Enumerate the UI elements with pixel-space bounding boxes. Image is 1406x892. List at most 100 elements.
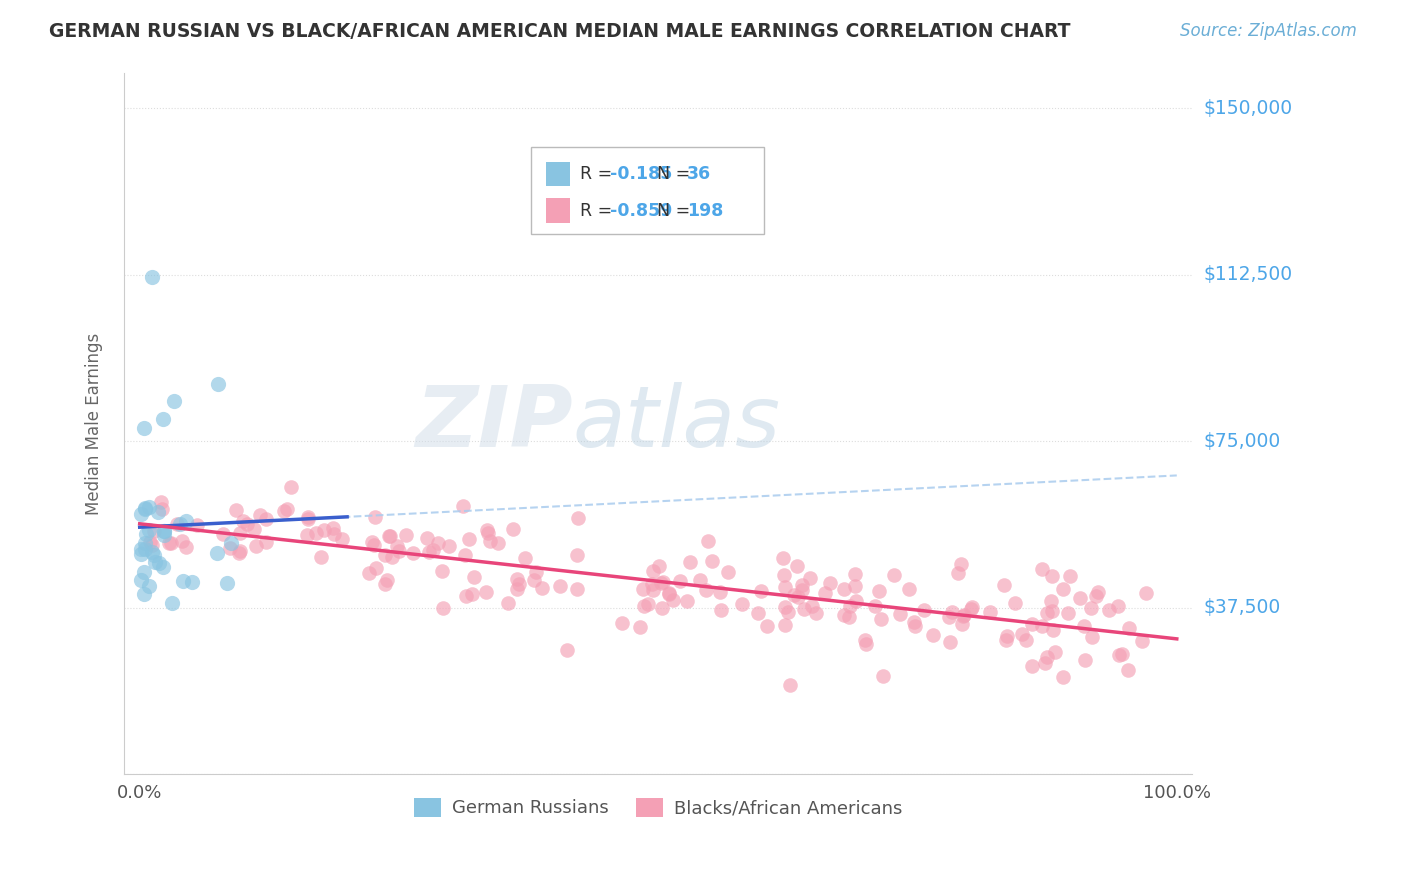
Point bbox=[804, 606, 827, 620]
FancyBboxPatch shape bbox=[531, 147, 763, 234]
Point bbox=[245, 540, 267, 554]
Point bbox=[330, 532, 353, 546]
Point bbox=[502, 522, 524, 536]
Point bbox=[1057, 607, 1080, 621]
Text: -0.859: -0.859 bbox=[610, 202, 672, 219]
Point bbox=[207, 376, 229, 391]
Point bbox=[1040, 604, 1063, 618]
Text: $75,000: $75,000 bbox=[1204, 432, 1281, 450]
Point bbox=[567, 511, 589, 525]
Point bbox=[689, 573, 711, 587]
Point bbox=[1042, 624, 1064, 638]
Point bbox=[749, 584, 772, 599]
Point bbox=[637, 597, 659, 611]
Point bbox=[813, 586, 835, 600]
Point bbox=[174, 514, 197, 528]
Point bbox=[219, 541, 242, 556]
Point bbox=[477, 526, 499, 541]
Point bbox=[243, 522, 266, 536]
Point bbox=[1118, 621, 1140, 635]
Point bbox=[865, 599, 887, 613]
Point bbox=[172, 533, 194, 548]
Point bbox=[134, 536, 156, 550]
Point bbox=[378, 528, 401, 542]
Point bbox=[786, 558, 808, 573]
Point bbox=[134, 500, 156, 515]
Point bbox=[648, 558, 671, 573]
Point bbox=[1011, 627, 1033, 641]
Point bbox=[1052, 582, 1074, 597]
Point bbox=[941, 605, 963, 619]
Point bbox=[662, 593, 685, 607]
Point bbox=[1116, 664, 1139, 678]
Point bbox=[375, 573, 398, 587]
Point bbox=[225, 503, 247, 517]
Point bbox=[152, 560, 174, 574]
Point bbox=[565, 582, 588, 596]
Point bbox=[430, 564, 453, 578]
Point bbox=[960, 599, 983, 614]
Point bbox=[395, 528, 418, 542]
Point bbox=[1135, 586, 1157, 600]
Point bbox=[938, 610, 960, 624]
Point bbox=[153, 524, 176, 538]
Y-axis label: Median Male Earnings: Median Male Earnings bbox=[86, 333, 103, 515]
Point bbox=[249, 508, 271, 523]
Point bbox=[132, 566, 155, 580]
Point bbox=[567, 548, 589, 562]
Point bbox=[148, 505, 170, 519]
Point bbox=[402, 546, 425, 560]
Point bbox=[475, 523, 498, 537]
Point bbox=[174, 540, 197, 554]
Point bbox=[799, 571, 821, 585]
Point bbox=[211, 526, 233, 541]
Point bbox=[138, 579, 160, 593]
Point bbox=[709, 585, 731, 599]
Point bbox=[364, 510, 387, 524]
Point bbox=[152, 528, 174, 542]
Point bbox=[1004, 596, 1026, 610]
Point bbox=[129, 574, 152, 588]
Point bbox=[145, 555, 167, 569]
Point bbox=[135, 527, 157, 541]
Point bbox=[695, 582, 717, 597]
Point bbox=[236, 516, 259, 531]
Point bbox=[232, 514, 254, 528]
Point bbox=[960, 602, 983, 616]
Point bbox=[1039, 594, 1062, 608]
Point bbox=[946, 566, 969, 580]
Point bbox=[994, 632, 1017, 647]
Point bbox=[1031, 618, 1053, 632]
Point bbox=[143, 548, 166, 562]
Point bbox=[280, 480, 302, 494]
Point bbox=[463, 570, 485, 584]
Point bbox=[612, 615, 634, 630]
Point bbox=[778, 605, 800, 619]
Point bbox=[180, 575, 202, 590]
Point bbox=[531, 581, 554, 595]
Point bbox=[1045, 644, 1067, 658]
Point bbox=[1111, 648, 1133, 662]
Text: $150,000: $150,000 bbox=[1204, 99, 1292, 118]
Point bbox=[1031, 562, 1053, 576]
Point bbox=[360, 535, 382, 549]
Point bbox=[755, 619, 778, 633]
Text: R =: R = bbox=[581, 202, 619, 219]
Point bbox=[1130, 633, 1153, 648]
Point bbox=[297, 509, 319, 524]
Point bbox=[141, 545, 163, 559]
Point bbox=[790, 578, 813, 592]
Point bbox=[1021, 616, 1043, 631]
Point bbox=[388, 544, 411, 558]
Point bbox=[297, 527, 319, 541]
Point bbox=[914, 603, 936, 617]
Point bbox=[1040, 568, 1063, 582]
Point bbox=[702, 554, 724, 568]
Text: 198: 198 bbox=[688, 202, 724, 219]
Point bbox=[523, 573, 546, 587]
FancyBboxPatch shape bbox=[546, 162, 569, 186]
Point bbox=[855, 637, 877, 651]
Legend: German Russians, Blacks/African Americans: German Russians, Blacks/African American… bbox=[406, 791, 910, 825]
Point bbox=[454, 548, 477, 562]
Point bbox=[643, 564, 665, 578]
